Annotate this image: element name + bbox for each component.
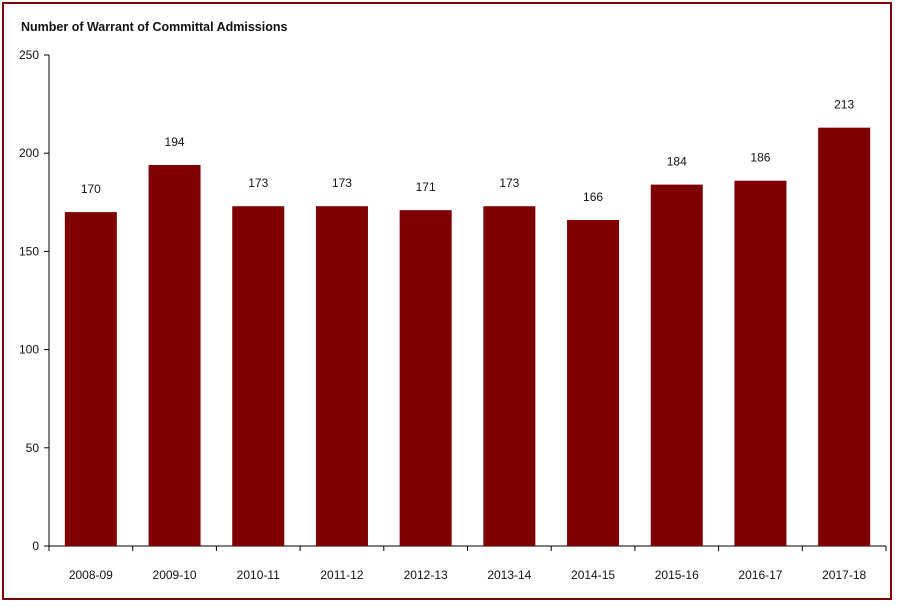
x-tick-label-2010-11: 2010-11	[237, 568, 280, 582]
x-tick-label-2009-10: 2009-10	[153, 568, 197, 582]
data-label-2016-17: 186	[750, 151, 770, 165]
x-axis: 2008-09 2009-10 2010-11 2011-12 2012-13 2013-…	[48, 545, 887, 582]
y-tick-label: 50	[26, 441, 40, 455]
data-labels: 170 194 173 173 171 173 166 184 186 213	[81, 98, 855, 204]
data-label-2013-14: 173	[499, 176, 519, 190]
data-label-2010-11: 173	[248, 176, 268, 190]
bar-2010-11	[232, 206, 285, 546]
data-label-2011-12: 173	[332, 176, 352, 190]
x-tick-label-2012-13: 2012-13	[404, 568, 448, 582]
data-label-2014-15: 166	[583, 190, 603, 204]
data-label-2009-10: 194	[165, 135, 185, 149]
bar-2016-17	[734, 180, 787, 547]
y-axis: 0 50 100 150 200 250	[19, 48, 50, 553]
bar-2012-13	[399, 210, 452, 546]
y-tick-label: 0	[32, 539, 39, 553]
x-tick-label-2016-17: 2016-17	[738, 568, 782, 582]
bar-2011-12	[315, 206, 368, 546]
x-tick-label-2015-16: 2015-16	[655, 568, 699, 582]
x-tick-label-2013-14: 2013-14	[487, 568, 531, 582]
data-label-2012-13: 171	[416, 180, 436, 194]
bar-2015-16	[650, 184, 703, 546]
y-tick-label: 100	[19, 343, 39, 357]
bar-2013-14	[483, 206, 536, 546]
y-tick-label: 150	[19, 244, 39, 258]
data-label-2008-09: 170	[81, 182, 101, 196]
data-label-2015-16: 184	[667, 155, 687, 169]
data-label-2017-18: 213	[834, 98, 854, 112]
x-tick-label-2017-18: 2017-18	[822, 568, 866, 582]
bar-2008-09	[64, 212, 117, 546]
chart-title: Number of Warrant of Committal Admission…	[21, 20, 288, 34]
x-tick-label-2008-09: 2008-09	[69, 568, 113, 582]
bar-2014-15	[567, 219, 620, 546]
y-tick-label: 250	[19, 48, 39, 62]
y-tick-label: 200	[19, 146, 39, 160]
bar-series	[64, 127, 871, 547]
x-tick-label-2014-15: 2014-15	[571, 568, 615, 582]
x-tick-label-2011-12: 2011-12	[320, 568, 363, 582]
bar-2009-10	[148, 164, 201, 546]
bar-2017-18	[818, 127, 871, 546]
